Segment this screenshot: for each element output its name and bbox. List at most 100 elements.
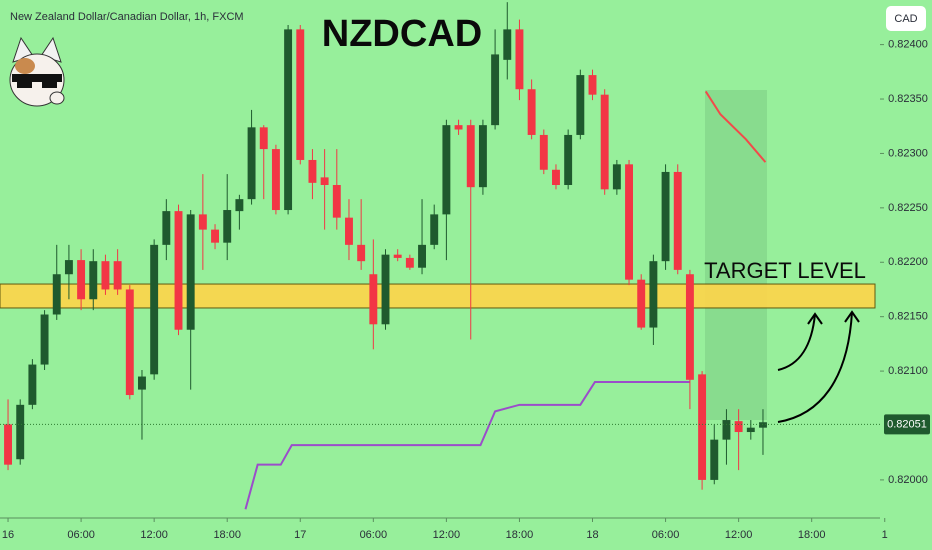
candle-body: [710, 439, 719, 480]
candle-body: [527, 89, 536, 135]
candle-body: [698, 374, 707, 480]
candle-body: [369, 274, 378, 325]
y-tick-label: 0.82150: [888, 311, 928, 323]
candle-body: [759, 422, 767, 428]
candle-body: [576, 75, 585, 135]
mascot: [9, 36, 65, 107]
candle-body: [649, 261, 658, 328]
x-tick-label: 18:00: [798, 529, 826, 541]
candle-body: [600, 94, 609, 190]
y-tick-label: 0.82100: [888, 365, 928, 377]
y-tick-label: 0.82300: [888, 147, 928, 159]
candle-body: [247, 127, 256, 200]
candle-body: [52, 274, 61, 315]
candle-body: [722, 420, 731, 440]
candle-body: [539, 134, 548, 170]
y-tick-label: 0.82000: [888, 474, 928, 486]
candle-body: [612, 164, 621, 190]
candle-body: [211, 229, 219, 243]
currency-label[interactable]: CAD: [894, 13, 917, 25]
candle-body: [271, 149, 280, 211]
last-price-label: 0.82051: [887, 418, 927, 430]
x-tick-label: 16: [2, 529, 14, 541]
candle-body: [16, 404, 25, 460]
candle-body: [405, 257, 414, 268]
candle-body: [564, 134, 573, 185]
candle-body: [40, 314, 49, 365]
candle-body: [673, 171, 682, 270]
candle-body: [381, 254, 390, 325]
candle-body: [284, 29, 293, 211]
x-tick-label: 06:00: [67, 529, 95, 541]
x-tick-label: 12:00: [140, 529, 168, 541]
candle-body: [77, 260, 86, 300]
y-tick-label: 0.82350: [888, 93, 928, 105]
indicator-line: [704, 90, 767, 163]
candle-body: [430, 214, 439, 245]
candle-body: [174, 211, 183, 330]
annotation: TARGET LEVEL: [704, 258, 866, 283]
candle-body: [661, 171, 670, 262]
candle-body: [28, 364, 37, 405]
y-tick-label: 0.82200: [888, 256, 928, 268]
x-tick-label: 17: [294, 529, 306, 541]
candle-body: [138, 376, 146, 390]
subtitle: New Zealand Dollar/Canadian Dollar, 1h, …: [10, 11, 244, 23]
x-tick-label: 06:00: [360, 529, 388, 541]
candle-body: [235, 199, 244, 212]
candle-body: [734, 421, 743, 433]
candle-body: [393, 254, 402, 258]
candle-body: [198, 214, 207, 230]
arrow-head: [807, 312, 823, 325]
candle-body: [478, 125, 487, 188]
candle-body: [491, 54, 500, 126]
candle-body: [625, 164, 633, 280]
candle-body: [89, 261, 98, 300]
candle-body: [296, 29, 305, 160]
y-tick-label: 0.82250: [888, 202, 928, 214]
candle-body: [162, 211, 171, 245]
candle-body: [418, 244, 426, 268]
candle-body: [125, 289, 134, 396]
candle-body: [552, 169, 560, 185]
arrow-head: [844, 310, 860, 323]
candle-body: [637, 279, 646, 328]
candle-body: [357, 244, 366, 262]
candle-body: [442, 125, 451, 215]
candle-body: [345, 217, 353, 245]
candle-body: [588, 75, 597, 95]
forecast-zone: [705, 90, 767, 420]
candle-body: [223, 210, 232, 243]
candle-body: [113, 261, 122, 290]
x-tick-label: 12:00: [725, 529, 753, 541]
chart-title: NZDCAD: [322, 13, 482, 55]
candle-body: [503, 29, 512, 60]
candle-body: [746, 427, 755, 433]
candle-body: [320, 177, 329, 185]
x-tick-label: 12:00: [433, 529, 461, 541]
candle-body: [308, 159, 317, 183]
y-tick-label: 0.82400: [888, 39, 928, 51]
candle-body: [515, 29, 524, 90]
x-tick-label: 06:00: [652, 529, 680, 541]
candle-body: [4, 424, 12, 465]
last-price-tag: [884, 414, 930, 435]
candle-body: [150, 244, 159, 375]
candle-body: [259, 127, 268, 150]
currency-button[interactable]: [886, 6, 926, 31]
candle-body: [685, 274, 694, 380]
arrow: [777, 311, 853, 423]
x-tick-label: 18:00: [213, 529, 241, 541]
candle-body: [64, 260, 73, 275]
x-tick-label: 1: [882, 529, 888, 541]
arrow: [777, 313, 816, 371]
candle-body: [186, 214, 195, 330]
x-tick-label: 18:00: [506, 529, 534, 541]
indicator-line: [244, 380, 690, 510]
candle-body: [466, 125, 475, 188]
x-tick-label: 18: [586, 529, 598, 541]
candle-body: [101, 261, 110, 290]
candle-body: [332, 185, 341, 218]
